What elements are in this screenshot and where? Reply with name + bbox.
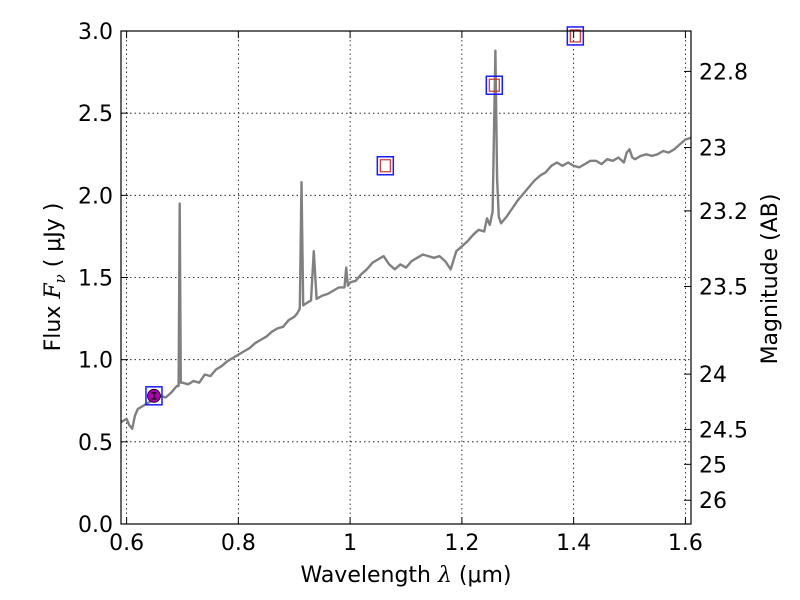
y-axis-label: Flux Fν ( μJy ) bbox=[41, 203, 69, 352]
y-tick-label: 3.0 bbox=[78, 20, 113, 45]
x-tick-label: 0.8 bbox=[221, 531, 256, 556]
y-tick-label: 2.0 bbox=[78, 184, 113, 209]
photometry-point bbox=[376, 156, 395, 176]
photometry-point bbox=[485, 75, 504, 95]
y-tick-label: 2.5 bbox=[78, 102, 113, 127]
y2-tick-label: 23 bbox=[699, 137, 727, 162]
grid-lines bbox=[121, 30, 691, 525]
y-tick-labels: 0.0 0.5 1.0 1.5 2.0 2.5 3.0 bbox=[78, 20, 113, 538]
y2-tick-label: 22.8 bbox=[699, 60, 748, 85]
photometry-point bbox=[145, 386, 163, 406]
x-tick-label: 0.6 bbox=[109, 531, 144, 556]
x-tick-label: 1.6 bbox=[668, 531, 703, 556]
photometry-box bbox=[485, 75, 504, 95]
photometry-point bbox=[566, 26, 585, 46]
tick-marks bbox=[121, 30, 691, 525]
y2-tick-labels: 22.8 23 23.2 23.5 24 24.5 25 26 bbox=[699, 60, 748, 514]
photometry-square-marker bbox=[569, 29, 581, 43]
photometry-layer bbox=[145, 26, 585, 406]
photometry-box bbox=[145, 386, 163, 406]
photometry-box bbox=[566, 26, 585, 46]
y-tick-label: 0.0 bbox=[78, 513, 113, 538]
photometry-box bbox=[376, 156, 395, 176]
y-tick-label: 1.5 bbox=[78, 267, 113, 292]
y2-tick-label: 25 bbox=[699, 453, 727, 478]
y2-axis-label: Magnitude (AB) bbox=[758, 194, 783, 365]
y2-tick-label: 24 bbox=[699, 363, 727, 388]
y2-tick-label: 26 bbox=[699, 489, 727, 514]
y-tick-label: 0.5 bbox=[78, 431, 113, 456]
y-tick-label: 1.0 bbox=[78, 349, 113, 374]
spectrum-line bbox=[121, 49, 691, 430]
photometry-square-marker bbox=[488, 78, 500, 92]
y2-tick-label: 24.5 bbox=[699, 418, 748, 443]
spectrum-layer bbox=[121, 49, 691, 430]
y2-tick-label: 23.5 bbox=[699, 275, 748, 300]
x-tick-labels: 0.6 0.8 1 1.2 1.4 1.6 bbox=[109, 531, 703, 556]
photometry-square-marker bbox=[379, 159, 391, 173]
x-tick-label: 1.4 bbox=[556, 531, 591, 556]
x-axis-label: Wavelength λ (μm) bbox=[300, 563, 511, 588]
x-tick-label: 1.2 bbox=[444, 531, 479, 556]
y2-tick-label: 23.2 bbox=[699, 200, 748, 225]
x-tick-label: 1 bbox=[343, 531, 357, 556]
